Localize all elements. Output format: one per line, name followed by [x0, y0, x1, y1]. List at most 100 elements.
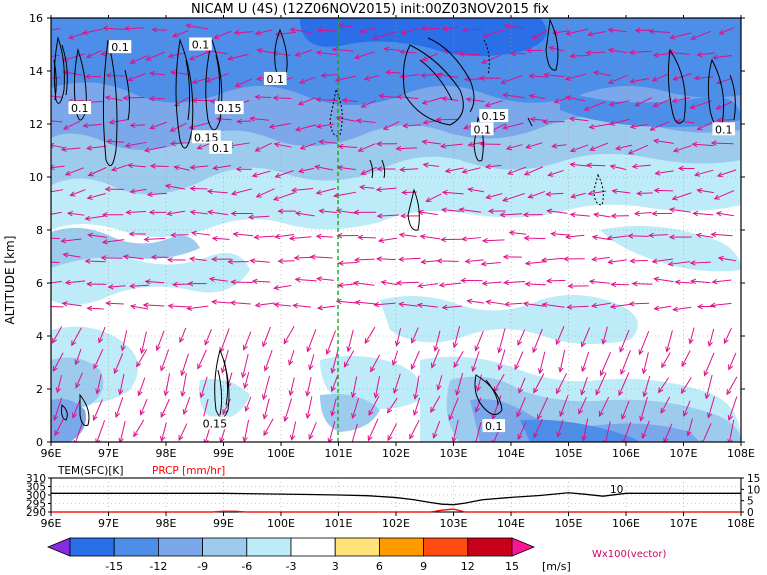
wind-vector — [552, 30, 569, 34]
wind-vector-head — [669, 34, 676, 40]
contour-label-bg — [209, 140, 232, 154]
wind-vector-head — [607, 259, 614, 265]
wind-vector — [308, 422, 317, 440]
wind-vector-head — [592, 70, 600, 76]
wind-vector — [61, 147, 81, 151]
wind-vector — [150, 121, 167, 129]
wind-vector-head — [503, 279, 509, 286]
wind-vector — [399, 234, 417, 238]
wind-vector — [252, 170, 271, 177]
wind-vector — [307, 329, 317, 352]
wind-vector — [51, 237, 60, 240]
colorbar-segment — [334, 537, 380, 557]
wind-vector — [174, 166, 190, 171]
wind-vector-head — [171, 281, 178, 288]
wind-vector — [640, 396, 648, 421]
wind-vector — [441, 143, 463, 147]
wind-vector-head — [533, 387, 539, 394]
sub-y-tick-label-right: 5 — [747, 496, 754, 508]
wind-vector-head — [211, 299, 218, 305]
wind-vector — [442, 305, 462, 309]
wind-vector-head — [570, 193, 577, 199]
wind-vector-head — [441, 25, 448, 32]
wind-vector-head — [315, 123, 322, 129]
wind-vector — [310, 256, 333, 259]
colorbar-segment — [113, 537, 159, 557]
wind-vector — [437, 260, 459, 262]
wind-vector-head — [541, 119, 548, 125]
contour-label-bg — [263, 71, 287, 85]
wind-vector — [423, 164, 440, 167]
wind-vector — [507, 166, 527, 175]
wind-vector — [649, 234, 669, 236]
wind-vector — [376, 187, 397, 191]
wind-vector-head — [636, 190, 643, 197]
wind-vector-head — [704, 393, 710, 400]
wind-vector-head — [672, 75, 679, 81]
wind-vector — [383, 121, 400, 130]
x-tick-label: 102E — [382, 447, 410, 460]
wind-vector-head — [315, 189, 322, 195]
wind-vector — [338, 262, 358, 264]
wind-vector — [128, 164, 146, 168]
wind-vector — [566, 96, 586, 102]
wind-vector — [145, 280, 165, 284]
wind-vector-head — [189, 185, 196, 192]
wind-vector-head — [690, 34, 697, 40]
wind-vector-head — [629, 78, 636, 84]
wind-vector — [641, 420, 650, 439]
wind-vector-head — [419, 234, 426, 240]
wind-vector — [356, 119, 376, 123]
wind-vector — [593, 71, 611, 77]
wind-vector — [51, 261, 60, 264]
wind-vector-head — [641, 368, 648, 375]
sub-x-tick-label: 103E — [440, 517, 468, 530]
wind-vector — [692, 143, 714, 147]
wind-vector-head — [638, 349, 644, 356]
wind-vector — [328, 420, 336, 442]
wind-vector-head — [566, 304, 573, 310]
wind-vector — [234, 31, 253, 34]
wind-vector-head — [62, 252, 69, 258]
wind-vector-head — [86, 281, 93, 287]
wind-vector-head — [297, 100, 304, 106]
wind-vector-head — [167, 53, 174, 59]
colorbar-label: 3 — [332, 560, 339, 573]
wind-vector — [468, 188, 485, 193]
wind-vector-head — [711, 278, 718, 285]
wind-vector-head — [420, 25, 427, 32]
wind-vector-head — [410, 363, 416, 370]
wind-vector — [190, 258, 207, 262]
wind-vector-head — [327, 437, 333, 442]
wind-vector — [578, 396, 587, 414]
wind-vector-head — [693, 75, 700, 81]
wind-vector-head — [142, 302, 149, 308]
wind-vector — [192, 232, 211, 236]
wind-vector-head — [335, 115, 342, 122]
wind-vector-head — [355, 118, 362, 124]
wind-vector-head — [681, 361, 687, 368]
wind-vector — [592, 236, 610, 241]
wind-vector — [368, 395, 380, 416]
wind-vector-head — [610, 213, 617, 219]
sub-x-tick-label: 106E — [612, 517, 640, 530]
wind-vector-head — [569, 147, 576, 153]
wind-vector — [609, 118, 630, 125]
wind-vector — [107, 140, 125, 143]
wind-vector-head — [438, 282, 445, 288]
wind-vector-head — [523, 235, 530, 241]
wind-vector — [658, 377, 669, 393]
wind-vector-head — [209, 98, 216, 105]
wind-vector-head — [376, 166, 383, 172]
contour-label: 0.15 — [217, 102, 242, 115]
wind-vector — [582, 418, 589, 441]
wind-vector-head — [380, 279, 387, 286]
wind-vector — [442, 209, 461, 212]
wind-vector — [103, 27, 125, 31]
wind-vector-head — [182, 408, 188, 416]
wind-vector-head — [148, 209, 155, 216]
wind-vector — [289, 377, 295, 396]
wind-vector — [87, 145, 107, 149]
wind-vector-head — [180, 391, 186, 398]
wind-vector — [101, 257, 123, 259]
